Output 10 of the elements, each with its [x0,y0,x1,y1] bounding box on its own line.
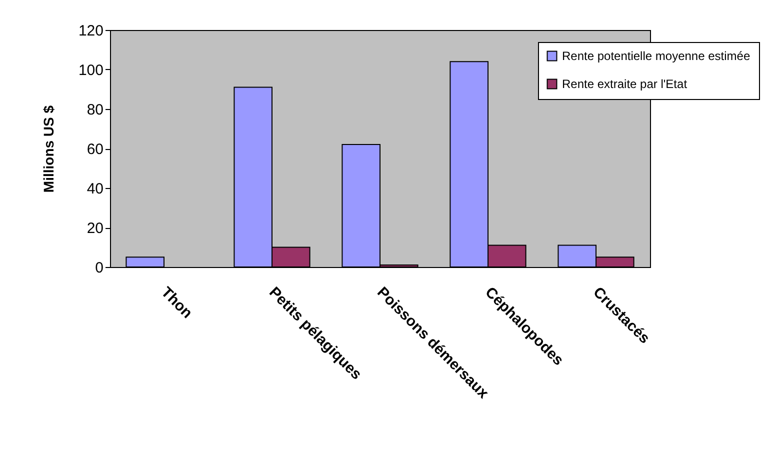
y-tick-label: 0 [95,260,104,276]
y-tick-label: 100 [78,62,104,79]
legend-label: Rente extraite par l'Etat [562,77,688,91]
y-tick-label: 20 [86,220,104,237]
y-tick-label: 40 [86,180,104,198]
y-tick-label: 60 [86,141,104,158]
y-tick-label: 80 [86,102,104,118]
y-axis-title: Millions US $ [40,105,56,193]
legend-label: Rente potentielle moyenne estimée [562,49,750,63]
y-tick-label: 120 [78,22,104,40]
